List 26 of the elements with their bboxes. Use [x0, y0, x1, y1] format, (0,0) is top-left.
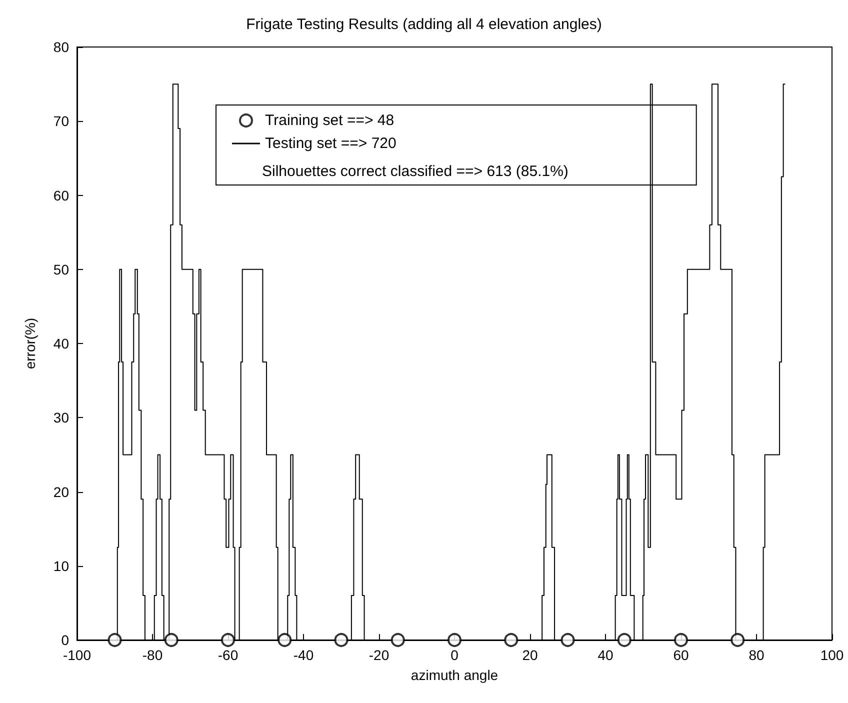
x-tick-label: -40	[293, 647, 314, 663]
x-tick-label: 20	[522, 647, 538, 663]
y-axis-title: error(%)	[22, 318, 38, 370]
y-tick-label: 70	[53, 113, 70, 130]
x-tick-label: -80	[142, 647, 163, 663]
y-tick-label: 80	[53, 39, 70, 55]
x-tick-label: 80	[748, 647, 764, 663]
legend-label: Testing set ==> 720	[265, 135, 396, 152]
chart-title: Frigate Testing Results (adding all 4 elevation angles)	[246, 16, 602, 33]
x-tick-label: 60	[673, 647, 689, 663]
x-tick-label: 40	[598, 647, 614, 663]
x-tick-label: 100	[820, 647, 844, 663]
y-tick-label: 20	[53, 484, 70, 500]
y-tick-label: 0	[61, 632, 70, 648]
annotation: Silhouettes correct classified ==> 613 (85.1%)	[262, 163, 568, 180]
y-tick-label: 10	[53, 558, 70, 574]
legend-label: Training set ==> 48	[265, 112, 394, 129]
y-tick-label: 40	[53, 336, 70, 352]
y-tick-label: 30	[53, 410, 70, 426]
x-tick-label: 0	[450, 647, 459, 663]
x-axis-title: azimuth angle	[410, 667, 498, 683]
y-tick-label: 60	[53, 187, 70, 204]
x-tick-label: -100	[62, 647, 92, 663]
x-tick-label: -60	[218, 647, 238, 663]
y-tick-label: 50	[53, 261, 70, 278]
x-tick-label: -20	[368, 647, 390, 663]
